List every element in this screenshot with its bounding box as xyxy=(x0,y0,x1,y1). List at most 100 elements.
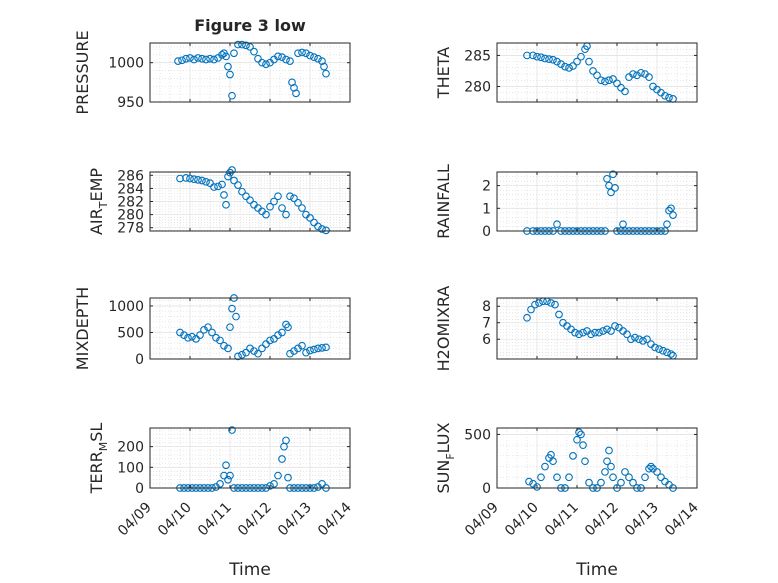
data-point xyxy=(667,204,675,213)
data-point xyxy=(226,70,234,79)
data-point xyxy=(220,471,228,480)
data-point xyxy=(533,52,541,61)
data-point xyxy=(230,176,238,185)
data-point xyxy=(597,76,605,85)
data-point xyxy=(174,57,182,65)
data-point xyxy=(210,183,218,191)
data-point xyxy=(545,55,553,63)
y-tick-label: 0 xyxy=(482,481,491,497)
y-axis-label: SUNFLUX xyxy=(434,422,457,493)
data-point xyxy=(274,192,282,201)
data-point xyxy=(222,52,230,61)
y-tick-label: 200 xyxy=(117,440,144,456)
data-point xyxy=(186,174,194,183)
data-point xyxy=(585,478,593,487)
data-point xyxy=(553,220,561,229)
y-tick-label: 1 xyxy=(482,201,491,217)
data-point xyxy=(633,71,641,80)
y-axis-label: TERRMSL xyxy=(87,423,110,495)
data-point xyxy=(318,344,326,352)
data-point xyxy=(635,335,643,344)
data-point xyxy=(318,225,326,233)
data-point xyxy=(254,349,262,358)
data-point xyxy=(176,328,184,337)
chart-title: Figure 3 low xyxy=(194,16,306,35)
data-point xyxy=(294,344,302,353)
data-point xyxy=(292,89,300,98)
data-point xyxy=(607,462,615,471)
data-point xyxy=(222,461,230,470)
data-point xyxy=(302,49,310,58)
data-point xyxy=(549,457,557,466)
data-point xyxy=(663,220,671,229)
data-point xyxy=(246,43,254,51)
data-point xyxy=(298,48,306,57)
data-point xyxy=(176,174,184,183)
data-point xyxy=(663,348,671,357)
axes-box xyxy=(496,171,698,232)
data-point xyxy=(669,211,677,219)
data-point xyxy=(573,57,581,66)
data-point xyxy=(575,330,583,339)
data-point xyxy=(238,350,246,359)
y-tick-label: 6 xyxy=(482,332,491,348)
x-tick-label: 04/10 xyxy=(155,500,195,540)
data-point xyxy=(290,194,298,203)
data-point xyxy=(595,328,603,337)
data-point xyxy=(306,346,314,355)
data-point xyxy=(258,344,266,353)
data-point xyxy=(198,176,206,185)
data-point xyxy=(242,348,250,357)
x-tick-label: 04/13 xyxy=(275,500,315,540)
data-point xyxy=(258,58,266,67)
data-point xyxy=(186,54,194,62)
data-point xyxy=(232,312,240,321)
data-point xyxy=(208,328,216,337)
data-point xyxy=(607,188,615,197)
data-point xyxy=(665,93,673,102)
y-tick-label: 500 xyxy=(117,325,144,341)
data-point xyxy=(577,430,585,439)
y-tick-label: 282 xyxy=(117,195,144,211)
data-point xyxy=(206,54,214,63)
axes-box xyxy=(149,427,351,489)
data-point xyxy=(541,462,549,471)
data-point xyxy=(657,473,665,482)
data-point xyxy=(202,55,210,64)
data-point xyxy=(621,468,629,476)
data-point xyxy=(579,328,587,337)
data-point xyxy=(611,322,619,330)
data-point xyxy=(609,473,617,482)
data-point xyxy=(302,348,310,357)
data-point xyxy=(661,91,669,100)
x-tick-label: 04/10 xyxy=(502,500,542,540)
data-point xyxy=(274,52,282,61)
data-point xyxy=(234,40,242,49)
x-tick-label: 04/09 xyxy=(462,500,502,540)
y-tick-label: 280 xyxy=(464,79,491,95)
data-point xyxy=(623,330,631,339)
data-point xyxy=(603,174,611,183)
data-point xyxy=(571,328,579,337)
data-point xyxy=(286,349,294,358)
data-point xyxy=(541,54,549,63)
y-axis-label: PRESSURE xyxy=(73,30,92,114)
data-point xyxy=(310,53,318,62)
x-tick-label: 04/12 xyxy=(235,500,275,540)
x-tick-label: 04/11 xyxy=(195,500,235,540)
data-point xyxy=(190,175,198,184)
data-point xyxy=(667,350,675,358)
data-point xyxy=(278,328,286,337)
data-point xyxy=(282,436,290,445)
data-point xyxy=(220,341,228,350)
data-point xyxy=(591,328,599,337)
data-point xyxy=(322,226,330,235)
data-point xyxy=(224,344,232,353)
data-point xyxy=(557,60,565,68)
data-point xyxy=(569,62,577,70)
data-point xyxy=(593,71,601,80)
data-point xyxy=(611,184,619,192)
data-point xyxy=(320,62,328,71)
data-point xyxy=(254,54,262,63)
